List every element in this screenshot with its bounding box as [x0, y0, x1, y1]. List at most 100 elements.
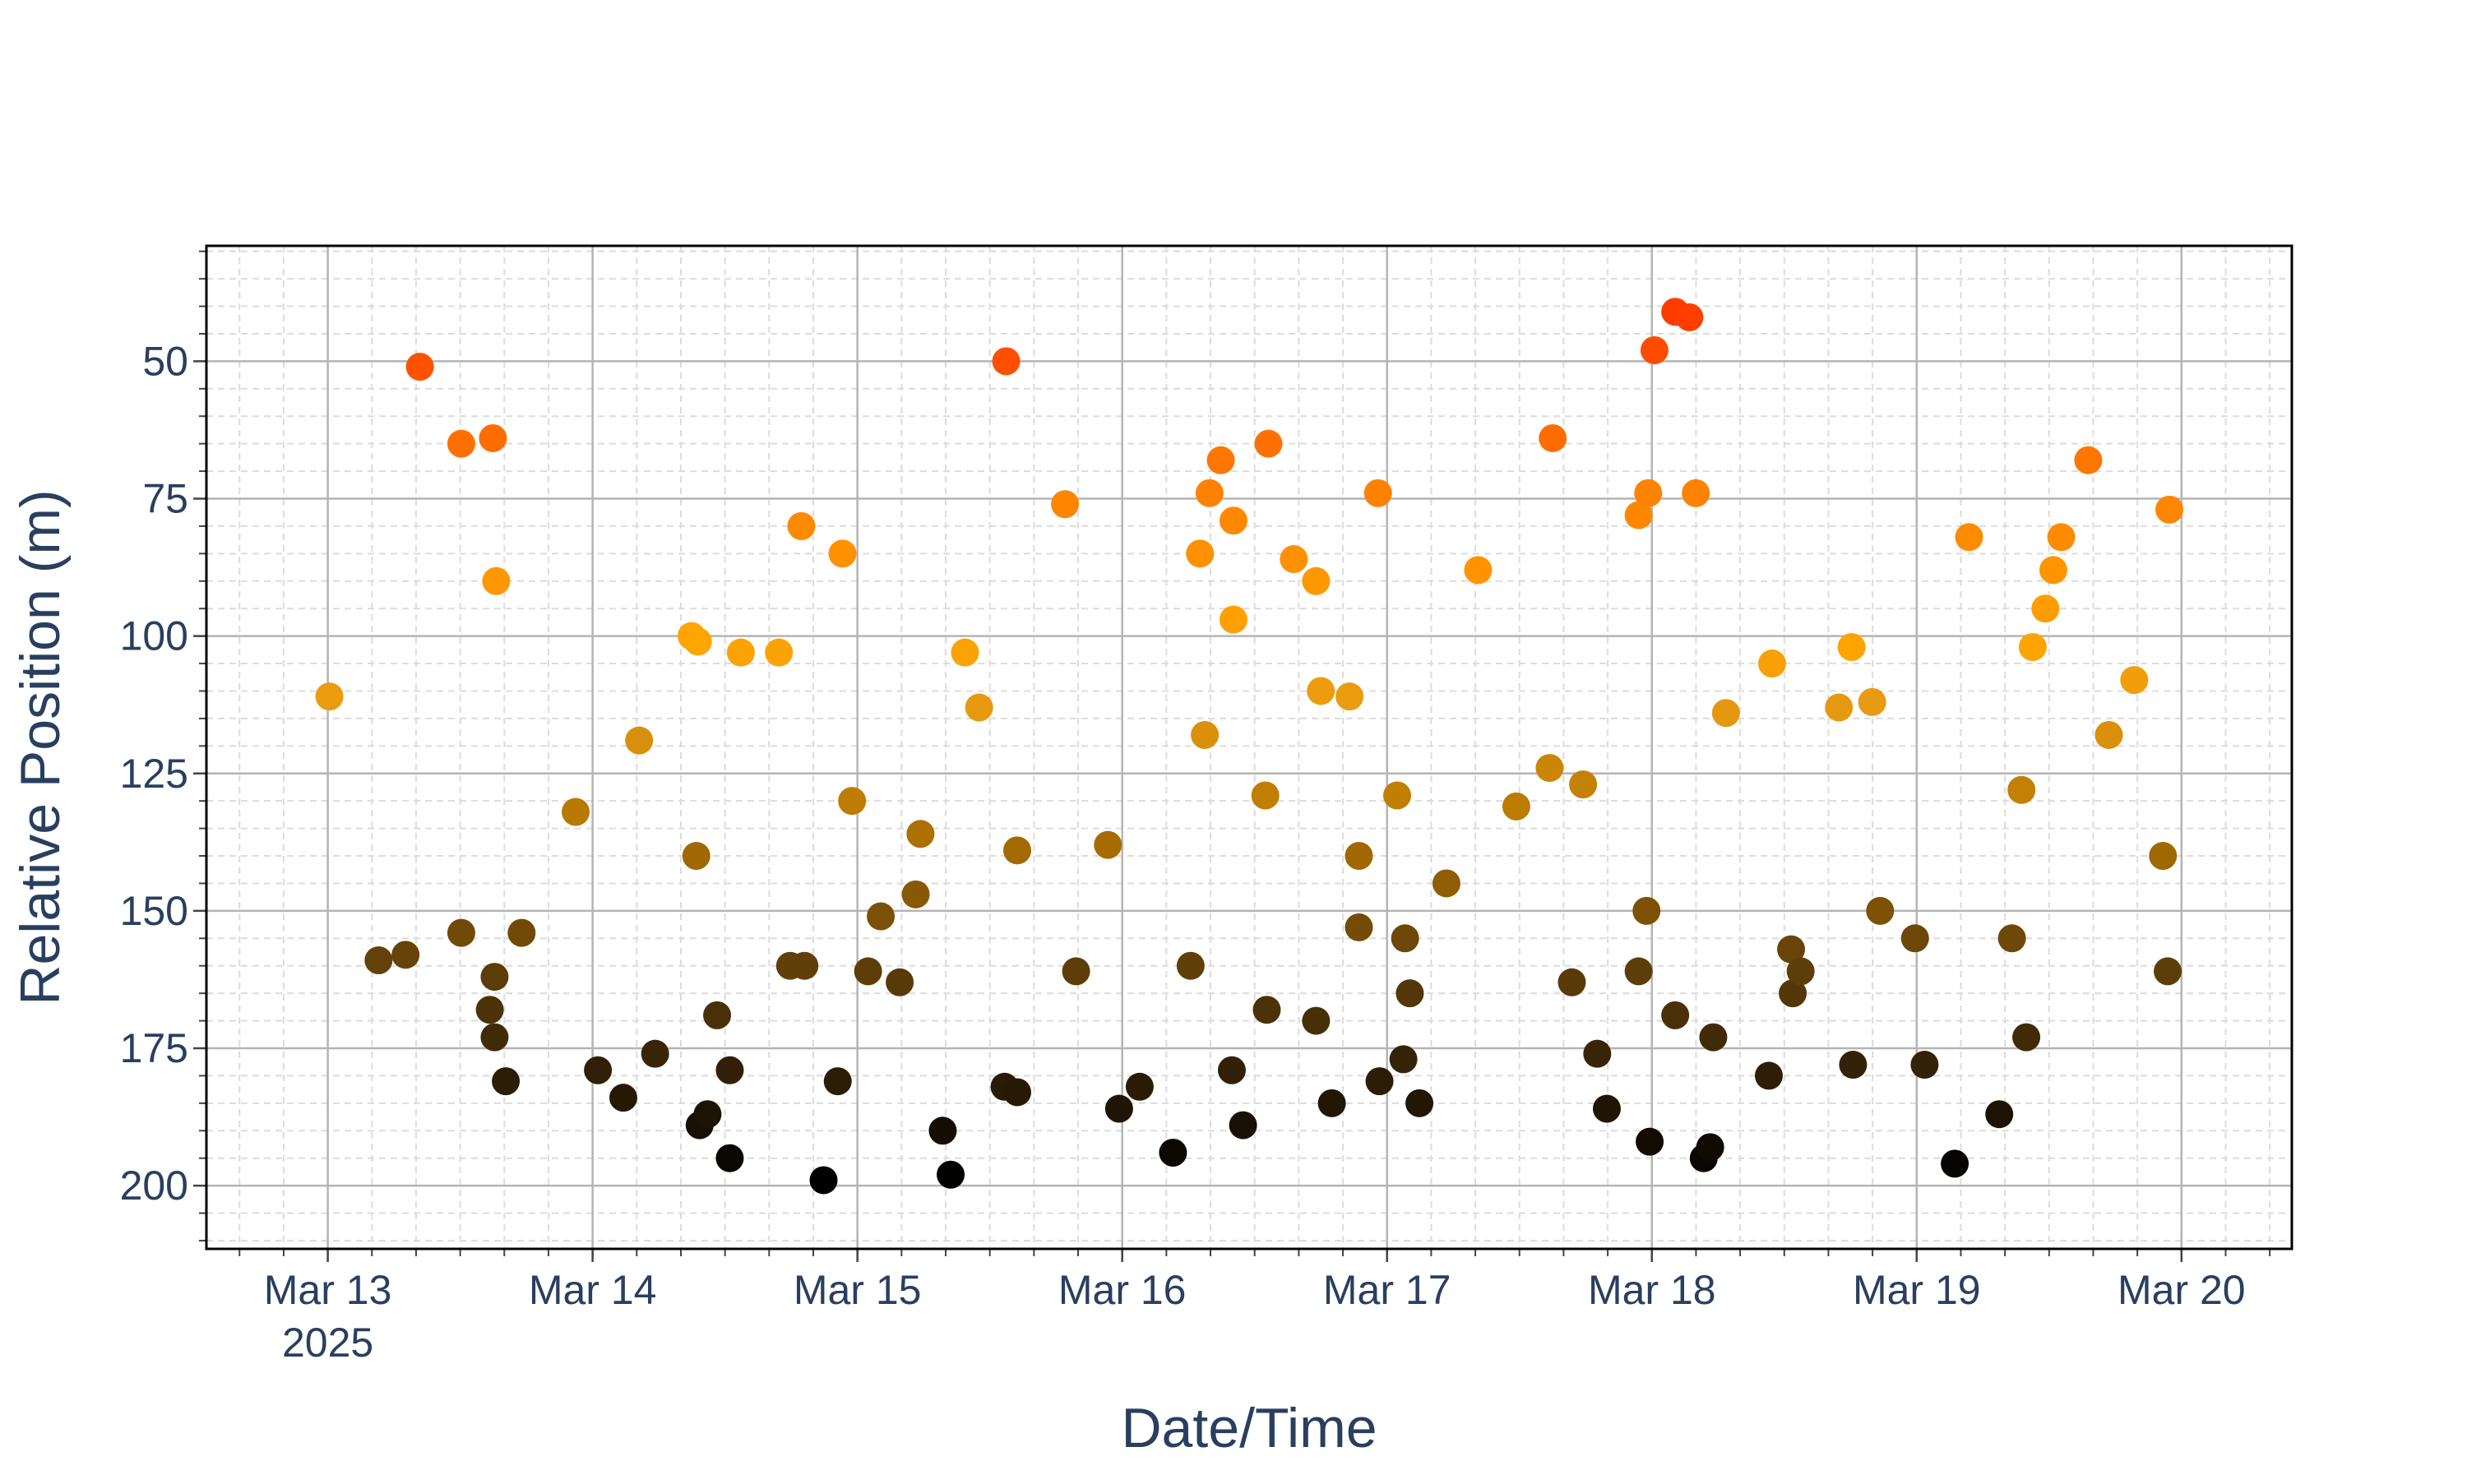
- data-point: [1779, 979, 1807, 1008]
- data-point: [1389, 1045, 1418, 1074]
- data-point: [1624, 957, 1653, 986]
- data-point: [1217, 1056, 1246, 1084]
- data-point: [1051, 490, 1080, 519]
- data-point: [1229, 1111, 1257, 1140]
- data-point: [2039, 556, 2067, 585]
- data-point: [1640, 336, 1669, 365]
- data-point: [1557, 968, 1586, 996]
- plot-frame: [205, 244, 2293, 1251]
- data-point: [1682, 478, 1710, 507]
- data-point: [2047, 523, 2076, 552]
- data-point: [838, 787, 867, 816]
- data-point: [1307, 677, 1335, 705]
- data-point: [1176, 951, 1205, 980]
- x-axis-title: Date/Time: [1121, 1397, 1377, 1459]
- data-point: [1955, 523, 1983, 552]
- data-point: [1254, 429, 1283, 458]
- data-point: [1758, 650, 1787, 678]
- data-point: [886, 968, 914, 996]
- data-point: [1624, 501, 1653, 529]
- x-tick-label: Mar 13 2025: [264, 1267, 392, 1366]
- data-point: [715, 1056, 744, 1084]
- y-axis-title: Relative Position (m): [9, 489, 72, 1005]
- data-point: [479, 423, 507, 452]
- data-point: [1941, 1149, 1969, 1178]
- x-tick-label: Mar 15: [794, 1267, 922, 1313]
- data-point: [1661, 1001, 1690, 1029]
- data-point: [683, 627, 712, 656]
- data-point: [1910, 1051, 1939, 1079]
- y-tick-label: 75: [142, 476, 188, 522]
- data-point: [315, 682, 344, 711]
- data-point: [364, 946, 393, 975]
- data-point: [475, 996, 504, 1024]
- data-point: [937, 1160, 965, 1189]
- data-point: [507, 918, 536, 947]
- data-point: [1464, 556, 1493, 585]
- data-point: [2074, 446, 2103, 474]
- data-point: [1535, 754, 1564, 783]
- data-point: [726, 638, 755, 667]
- data-point: [951, 638, 979, 667]
- data-point: [625, 726, 654, 755]
- data-point: [1252, 996, 1281, 1024]
- markers: [315, 298, 2184, 1195]
- data-point: [1636, 1127, 1664, 1156]
- data-point: [1997, 924, 2026, 953]
- data-point: [1383, 781, 1412, 810]
- data-point: [1839, 1051, 1868, 1079]
- data-point: [1696, 1133, 1724, 1162]
- data-point: [1159, 1139, 1187, 1167]
- data-point: [1675, 303, 1704, 331]
- data-point: [1395, 979, 1424, 1008]
- data-point: [928, 1116, 957, 1145]
- data-point: [809, 1166, 838, 1195]
- data-point: [1363, 478, 1392, 507]
- data-point: [765, 638, 794, 667]
- data-point: [641, 1039, 669, 1068]
- data-point: [1985, 1100, 2014, 1129]
- data-point: [906, 820, 935, 848]
- y-tick-label: 125: [120, 751, 188, 797]
- data-point: [1186, 539, 1215, 568]
- data-point: [1777, 935, 1806, 964]
- data-point: [965, 693, 993, 722]
- data-point: [1191, 720, 1220, 749]
- data-point: [447, 918, 475, 947]
- data-point: [1634, 478, 1663, 507]
- data-point: [1195, 478, 1224, 507]
- data-point: [1002, 836, 1031, 865]
- x-tick-label: Mar 19: [1853, 1267, 1981, 1313]
- data-point: [693, 1100, 722, 1129]
- data-point: [787, 511, 816, 540]
- data-point: [2018, 633, 2047, 661]
- data-point: [391, 941, 420, 969]
- data-point: [1632, 896, 1661, 925]
- y-tick-label: 100: [120, 613, 188, 659]
- data-point: [854, 957, 882, 986]
- data-point: [405, 353, 434, 381]
- data-point: [1502, 792, 1530, 821]
- data-point: [2149, 842, 2178, 871]
- x-tick-label: Mar 14: [529, 1267, 657, 1313]
- axes: Mar 13 2025 Mar 14 Mar 15 Mar 16 Mar 17 Mar 18…: [120, 244, 2293, 1366]
- data-point: [2120, 666, 2149, 695]
- y-tick-label: 50: [142, 338, 188, 384]
- data-point: [901, 880, 930, 908]
- data-point: [1711, 699, 1740, 728]
- data-point: [584, 1056, 613, 1084]
- data-point: [1062, 957, 1090, 986]
- data-point: [1699, 1023, 1728, 1052]
- data-point: [1345, 842, 1373, 871]
- data-point: [823, 1067, 852, 1096]
- data-point: [1900, 924, 1929, 953]
- data-point: [1302, 1006, 1331, 1035]
- data-point: [1858, 687, 1886, 716]
- data-point: [1825, 693, 1854, 722]
- x-tick-label: Mar 20: [2118, 1267, 2246, 1313]
- data-point: [1125, 1072, 1154, 1101]
- data-point: [1786, 957, 1815, 986]
- data-point: [1280, 545, 1308, 574]
